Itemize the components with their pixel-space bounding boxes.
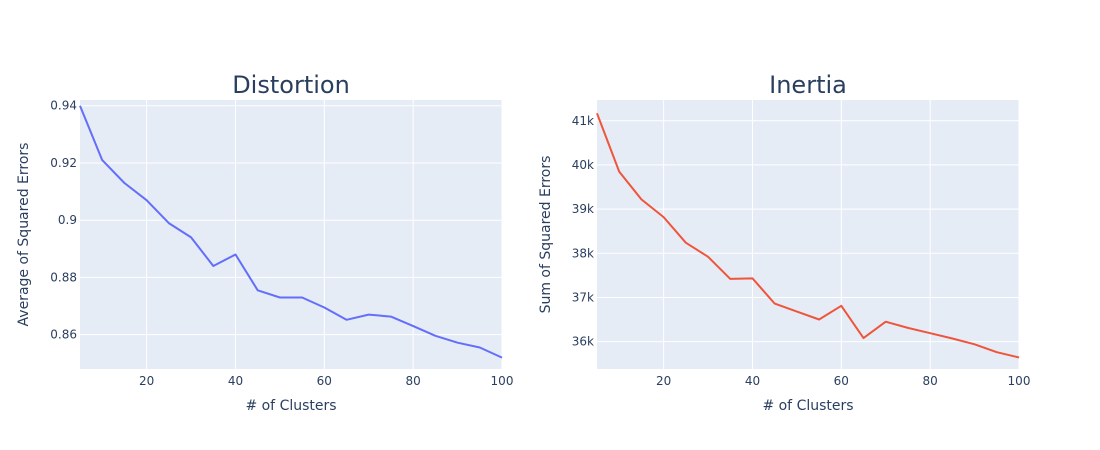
distortion-x-tick-label: 100 <box>491 374 514 388</box>
inertia-x-tick-label: 20 <box>656 374 671 388</box>
inertia-y-axis-title: Sum of Squared Errors <box>538 156 554 314</box>
inertia-y-tick-label: 40k <box>572 158 594 172</box>
distortion-y-axis-title: Average of Squared Errors <box>16 143 32 327</box>
distortion-y-tick-label: 0.88 <box>50 270 77 284</box>
distortion-y-tick-label: 0.92 <box>50 156 77 170</box>
distortion-plot-area <box>80 100 502 369</box>
distortion-x-tick-label: 20 <box>139 374 154 388</box>
inertia-y-tick-label: 39k <box>572 202 594 216</box>
distortion-chart-title: Distortion <box>232 71 350 99</box>
distortion-x-tick-label: 60 <box>317 374 332 388</box>
distortion-series-line <box>79 105 503 359</box>
distortion-y-tick-label: 0.9 <box>58 213 77 227</box>
inertia-x-axis-title: # of Clusters <box>762 398 853 414</box>
inertia-x-tick-label: 40 <box>745 374 760 388</box>
inertia-x-tick-label: 100 <box>1008 374 1031 388</box>
inertia-chart-title: Inertia <box>769 71 847 99</box>
inertia-x-tick-label: 60 <box>834 374 849 388</box>
inertia-y-tick-label: 36k <box>572 335 594 349</box>
distortion-y-tick-label: 0.94 <box>50 99 77 113</box>
distortion-y-tick-label: 0.86 <box>50 328 77 342</box>
inertia-x-tick-label: 80 <box>923 374 938 388</box>
inertia-series-line <box>596 112 1020 359</box>
inertia-y-tick-label: 38k <box>572 246 594 260</box>
distortion-x-axis-title: # of Clusters <box>245 398 336 414</box>
distortion-x-tick-label: 80 <box>406 374 421 388</box>
inertia-chart: 20 40 60 80 100 36k 37k 38k 39k 40k 41k Inertia # of… <box>538 71 1030 414</box>
distortion-chart: 20 40 60 80 100 0.86 0.88 0.9 0.92 0.94 Distortion… <box>16 71 513 414</box>
distortion-x-tick-label: 40 <box>228 374 243 388</box>
inertia-y-tick-label: 41k <box>572 114 594 128</box>
inertia-y-tick-label: 37k <box>572 290 594 304</box>
inertia-plot-area <box>597 100 1019 369</box>
